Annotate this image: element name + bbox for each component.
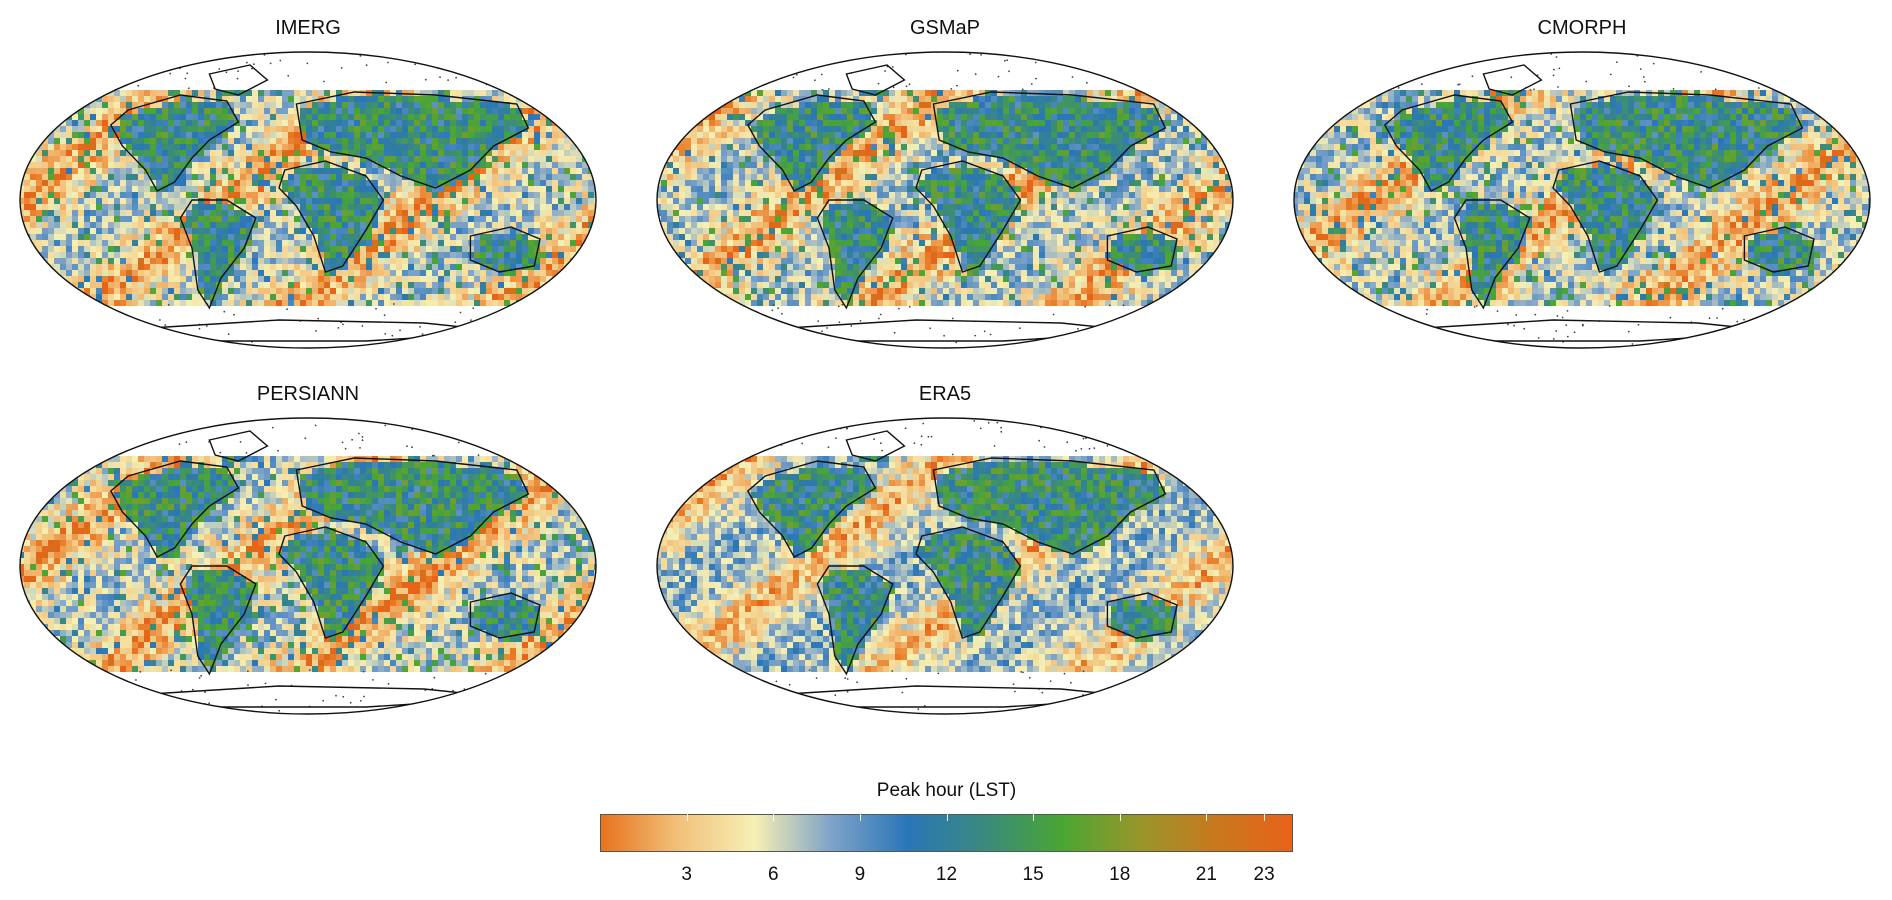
world-map bbox=[656, 51, 1234, 349]
colorbar-tick-label: 3 bbox=[681, 864, 692, 885]
map-panel-persiann: PERSIANN bbox=[18, 382, 598, 715]
colorbar-tick bbox=[946, 814, 948, 821]
colorbar-tick bbox=[1033, 814, 1035, 821]
panel-title: IMERG bbox=[275, 17, 341, 39]
colorbar-tick-label: 21 bbox=[1195, 864, 1217, 885]
world-map bbox=[19, 51, 597, 349]
map-panel-cmorph: CMORPH bbox=[1292, 16, 1872, 349]
colorbar-tick-label: 18 bbox=[1109, 864, 1131, 885]
colorbar-title: Peak hour (LST) bbox=[876, 780, 1017, 801]
colorbar-tick bbox=[1206, 814, 1208, 821]
world-map bbox=[656, 417, 1234, 715]
colorbar-tick bbox=[859, 814, 861, 821]
colorbar-tick-label: 15 bbox=[1022, 864, 1044, 885]
panel-title: CMORPH bbox=[1537, 17, 1627, 39]
colorbar-tick bbox=[773, 814, 775, 821]
colorbar-tick-label: 9 bbox=[854, 864, 866, 885]
colorbar-tick-label: 6 bbox=[767, 864, 779, 885]
map-panel-gsmap: GSMaP bbox=[655, 16, 1235, 349]
world-map bbox=[19, 417, 597, 715]
colorbar-tick bbox=[1264, 814, 1266, 821]
world-map bbox=[1293, 51, 1871, 349]
panel-title: GSMaP bbox=[909, 17, 981, 39]
map-panel-era5: ERA5 bbox=[655, 382, 1235, 715]
colorbar-tick bbox=[1119, 814, 1121, 821]
colorbar-tick-label: 12 bbox=[935, 864, 958, 885]
panel-title: ERA5 bbox=[918, 383, 972, 405]
colorbar-tick bbox=[686, 814, 688, 821]
colorbar-tick-label: 23 bbox=[1253, 864, 1275, 885]
map-panel-imerg: IMERG bbox=[18, 16, 598, 349]
panel-title: PERSIANN bbox=[256, 383, 360, 405]
